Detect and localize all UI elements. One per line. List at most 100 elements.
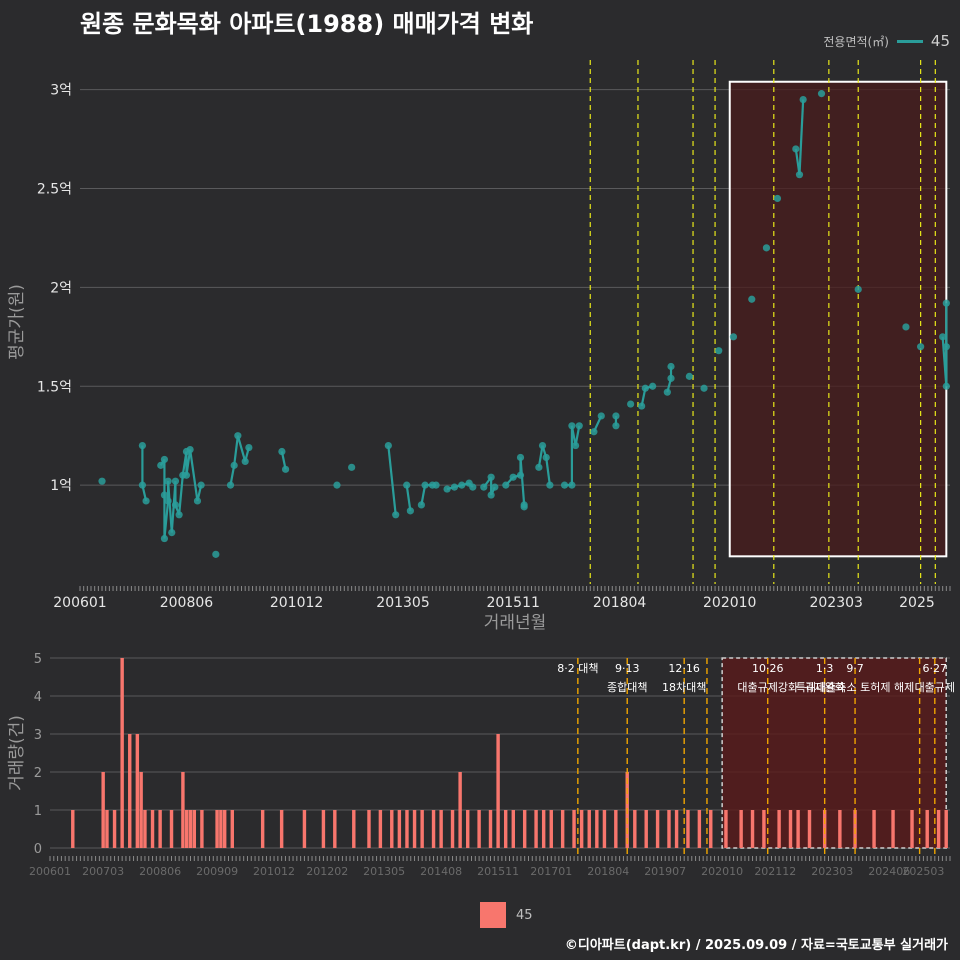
price-point — [443, 485, 451, 493]
price-point — [939, 333, 947, 341]
price-point — [520, 503, 528, 511]
price-point — [230, 461, 238, 469]
volume-bar — [181, 772, 185, 848]
volume-bar — [488, 810, 493, 848]
policy-date-label: 10·26 — [752, 662, 784, 675]
price-line-segment — [405, 484, 412, 511]
price-point — [164, 497, 172, 505]
price-point — [138, 441, 147, 450]
price-point — [281, 465, 290, 473]
bottom-x-tick-label: 201701 — [530, 865, 572, 878]
volume-bar — [420, 810, 424, 848]
volume-bar — [150, 810, 155, 848]
volume-bar — [549, 810, 553, 848]
price-point — [590, 428, 598, 436]
price-point — [612, 412, 620, 420]
legend-top-value: 45 — [930, 32, 950, 50]
price-point — [560, 481, 569, 489]
price-point — [612, 422, 620, 430]
policy-name-label: 대출규제강화 — [737, 681, 798, 694]
volume-bar — [112, 810, 117, 848]
bottom-x-tick-label: 201511 — [477, 865, 519, 878]
legend-bar-swatch — [480, 902, 506, 928]
volume-bar — [219, 810, 223, 848]
price-point — [542, 453, 550, 462]
price-point — [417, 501, 425, 509]
volume-bar — [477, 810, 481, 848]
price-line-segment — [189, 449, 199, 502]
price-point — [917, 343, 925, 351]
top-y-tick-label: 2.5억 — [37, 182, 72, 198]
price-point — [762, 244, 771, 252]
top-x-tick-label: 200601 — [53, 595, 106, 611]
price-point — [241, 457, 249, 466]
volume-bar — [572, 810, 576, 848]
price-point — [663, 388, 671, 396]
top-x-tick-label: 201012 — [270, 595, 323, 611]
price-point — [160, 534, 169, 543]
price-line-segment — [233, 435, 239, 466]
price-point — [403, 481, 411, 489]
price-point — [568, 422, 576, 430]
volume-bar — [230, 810, 234, 848]
top-x-tick-label: 2025 — [899, 595, 935, 611]
volume-bar — [390, 810, 394, 848]
policy-date-label: 1·3 — [816, 662, 834, 675]
top-y-tick-label: 3억 — [50, 83, 72, 99]
volume-bar — [614, 810, 618, 848]
top-x-tick-label: 201511 — [486, 595, 539, 611]
price-point — [384, 441, 392, 450]
volume-bar — [321, 810, 326, 848]
price-line-segment — [519, 457, 526, 505]
price-point — [432, 481, 440, 489]
price-point — [487, 473, 495, 481]
price-point — [171, 501, 180, 509]
volume-bar — [807, 810, 812, 848]
volume-bar — [925, 810, 929, 848]
legend-bottom-value: 45 — [516, 907, 533, 923]
price-point — [942, 382, 950, 390]
volume-bar — [522, 810, 527, 848]
volume-bar — [602, 810, 607, 848]
volume-bar — [674, 810, 679, 848]
top-y-tick-label: 1.5억 — [37, 379, 72, 395]
policy-date-label: 6·27 — [923, 662, 948, 675]
volume-bar — [333, 810, 337, 848]
price-point — [546, 481, 554, 489]
price-point — [792, 145, 800, 153]
volume-bar — [595, 810, 599, 848]
bottom-x-tick-label: 202112 — [754, 865, 796, 878]
price-point — [700, 384, 708, 392]
volume-bar — [910, 810, 914, 848]
volume-bar — [101, 772, 105, 848]
bottom-x-tick-label: 202010 — [701, 865, 743, 878]
price-point — [193, 497, 202, 505]
price-line-segment — [178, 475, 184, 515]
price-point — [817, 90, 826, 98]
price-point — [160, 455, 169, 464]
legend-line-swatch — [896, 39, 923, 43]
volume-bar — [450, 810, 455, 848]
volume-bar — [135, 734, 140, 848]
top-x-tick-label: 200806 — [160, 595, 214, 611]
volume-bar — [188, 810, 193, 848]
price-point — [480, 483, 488, 491]
price-point — [509, 473, 517, 481]
price-point — [597, 412, 605, 420]
price-line-segment — [387, 445, 397, 515]
volume-bar — [185, 810, 189, 848]
price-point — [450, 483, 459, 491]
price-point — [799, 95, 807, 104]
policy-date-label: 12·16 — [668, 662, 700, 675]
bottom-highlight-box — [721, 657, 947, 849]
price-point — [469, 483, 477, 491]
volume-bar — [655, 810, 660, 848]
top-highlight-box — [728, 80, 948, 558]
volume-bar — [496, 734, 500, 848]
price-point — [773, 194, 782, 203]
bottom-y-tick-label: 0 — [34, 842, 42, 857]
price-point — [406, 507, 414, 515]
price-point — [98, 477, 106, 485]
price-point — [182, 471, 191, 479]
volume-bar — [560, 810, 565, 848]
